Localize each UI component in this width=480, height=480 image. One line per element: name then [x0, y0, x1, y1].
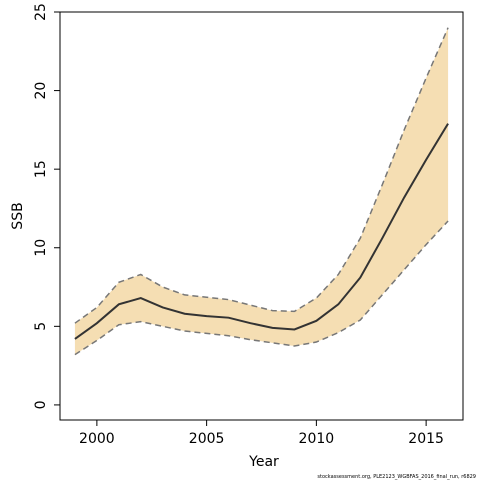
estimate-line: [74, 123, 449, 340]
lower-bound: [74, 220, 449, 356]
y-tick-label: 10: [33, 239, 49, 257]
x-tick-label: 2005: [189, 431, 225, 447]
y-axis-label: SSB: [10, 202, 26, 229]
confidence-band: [74, 27, 449, 355]
y-tick-label: 25: [33, 3, 49, 21]
x-tick-label: 2010: [299, 431, 335, 447]
footnote: stockassessment.org, PLE2123_WGBFAS_2016…: [317, 474, 476, 480]
y-tick-label: 20: [33, 82, 49, 100]
x-tick-label: 2000: [79, 431, 115, 447]
y-tick-label: 15: [33, 160, 49, 178]
y-tick-label: 0: [33, 400, 49, 409]
y-tick-label: 5: [33, 322, 49, 331]
x-axis-label: Year: [248, 454, 279, 470]
upper-bound: [74, 27, 449, 324]
x-tick-label: 2015: [408, 431, 444, 447]
plot-frame: [59, 11, 464, 421]
